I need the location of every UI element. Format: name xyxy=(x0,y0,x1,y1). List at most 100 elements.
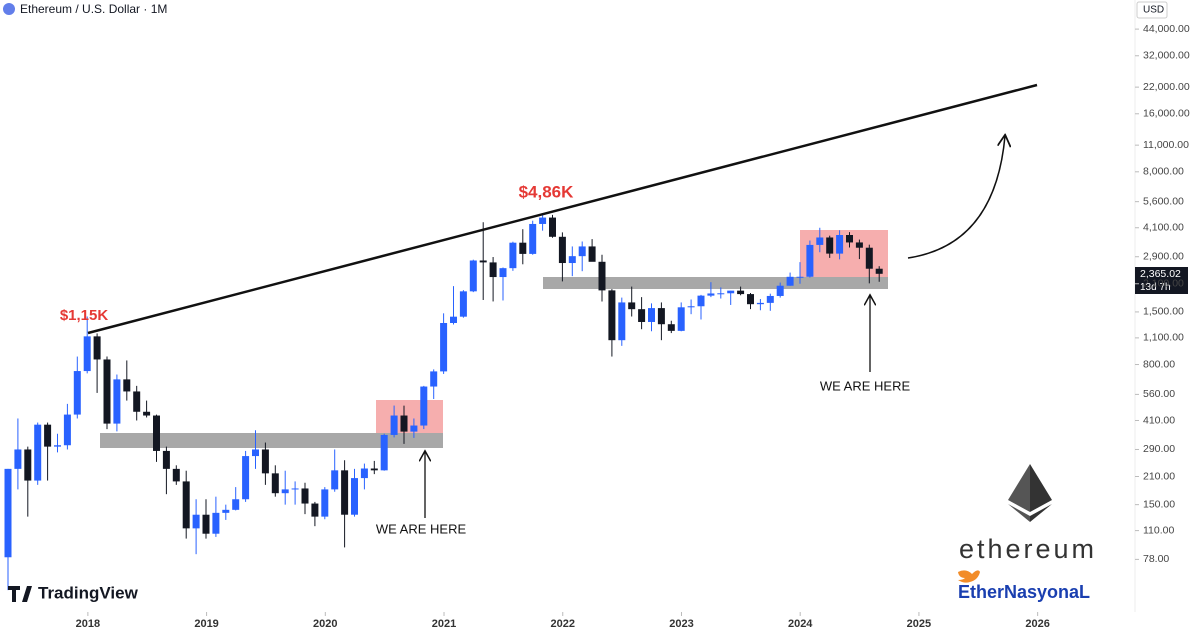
eth-shape xyxy=(1030,464,1052,512)
candle-body xyxy=(301,488,309,504)
y-tick-label: 110.00 xyxy=(1143,524,1174,536)
annotation: WE ARE HERE xyxy=(376,521,467,536)
y-tick-label: 800.00 xyxy=(1143,358,1175,370)
candle-body xyxy=(321,489,329,517)
candle-body xyxy=(14,449,22,469)
candle-body xyxy=(786,276,794,286)
highlight-zone xyxy=(800,230,888,277)
candle-body xyxy=(618,302,626,341)
candle-body xyxy=(123,379,131,392)
y-tick-label: 4,100.00 xyxy=(1143,222,1184,234)
candle-body xyxy=(261,449,269,474)
candle-body xyxy=(202,514,210,534)
candle-body xyxy=(578,246,586,257)
zones xyxy=(100,230,888,448)
candle-body xyxy=(222,509,230,513)
support-zone xyxy=(100,433,443,448)
candle-body xyxy=(667,324,675,331)
y-tick-label: 11,000.00 xyxy=(1143,139,1189,151)
author: EtherNasyonaL xyxy=(958,582,1090,602)
candle-body xyxy=(281,489,289,494)
y-tick-label: 2,900.00 xyxy=(1143,251,1184,263)
candle-body xyxy=(182,481,190,529)
candle-body xyxy=(519,242,527,254)
candle-body xyxy=(291,488,299,490)
candle-body xyxy=(875,268,883,274)
currency: USD xyxy=(1143,5,1164,16)
annotation: $1,15K xyxy=(60,307,109,324)
y-tick-label: 32,000.00 xyxy=(1143,50,1190,62)
logo-mark xyxy=(8,586,32,602)
candle-body xyxy=(539,217,547,224)
candle-body xyxy=(153,415,160,451)
x-tick-label: 2018 xyxy=(76,618,100,630)
symbol-icon xyxy=(3,3,15,15)
candle-body xyxy=(162,450,170,469)
candle-body xyxy=(865,247,873,269)
candle-body xyxy=(390,415,398,435)
x-tick-label: 2023 xyxy=(669,618,693,630)
candle-body xyxy=(360,468,368,479)
candle-body xyxy=(83,336,91,372)
y-tick-label: 16,000.00 xyxy=(1143,108,1190,120)
candle-body xyxy=(479,260,487,263)
candle-body xyxy=(499,268,507,278)
eth-logo xyxy=(1008,464,1052,522)
candle-body xyxy=(54,445,61,447)
candle-body xyxy=(509,242,517,269)
candle-body xyxy=(766,295,774,303)
candle-body xyxy=(331,470,339,490)
candle-body xyxy=(836,234,844,254)
eth-shape xyxy=(1008,504,1030,522)
y-tick-label: 290.00 xyxy=(1143,443,1175,455)
candle-body xyxy=(24,449,32,481)
candle-body xyxy=(756,302,764,305)
candle-body xyxy=(558,236,566,264)
candle-body xyxy=(489,262,497,278)
candle-body xyxy=(657,308,665,325)
candle-body xyxy=(677,307,685,331)
y-tick-label: 8,000.00 xyxy=(1143,166,1184,178)
candle-body xyxy=(855,242,863,248)
candle-body xyxy=(440,322,448,372)
coin-name: ethereum xyxy=(959,534,1097,564)
x-tick-label: 2019 xyxy=(194,618,218,630)
candle-body xyxy=(103,359,111,424)
candle-body xyxy=(628,302,636,310)
countdown-box xyxy=(1135,281,1188,294)
candle-body xyxy=(687,306,695,308)
candle-body xyxy=(44,424,52,447)
candle-body xyxy=(113,379,121,424)
eth-shape xyxy=(1030,504,1052,522)
tradingview-logo: TradingView xyxy=(8,583,139,602)
y-tick-label: 410.00 xyxy=(1143,414,1175,426)
candle-body xyxy=(459,291,467,317)
candle-body xyxy=(697,295,705,307)
candle-body xyxy=(568,256,576,264)
candle-body xyxy=(143,411,151,416)
x-tick-label: 2024 xyxy=(788,618,813,630)
candle-body xyxy=(420,386,428,426)
bird-icon xyxy=(958,570,980,583)
y-tick-label: 1,500.00 xyxy=(1143,306,1184,318)
candle-body xyxy=(93,336,101,360)
candle-body xyxy=(400,415,408,432)
eth-shape xyxy=(1008,464,1030,512)
trend-line xyxy=(87,83,1038,335)
candle-body xyxy=(63,414,71,446)
candle-body xyxy=(648,308,655,322)
x-tick-label: 2026 xyxy=(1025,618,1049,630)
y-tick-label: 2,100.00 xyxy=(1143,278,1184,290)
candle-body xyxy=(638,309,646,322)
candle-body xyxy=(469,260,477,292)
candle-body xyxy=(34,424,42,481)
annotation: WE ARE HERE xyxy=(820,378,911,393)
candle-body xyxy=(172,468,180,482)
candle-body xyxy=(846,234,853,243)
candle-body xyxy=(311,503,319,517)
candle-body xyxy=(727,290,735,294)
candle-body xyxy=(549,217,556,237)
candle-body xyxy=(717,293,725,295)
candle-body xyxy=(588,246,596,262)
candle-body xyxy=(806,244,814,277)
